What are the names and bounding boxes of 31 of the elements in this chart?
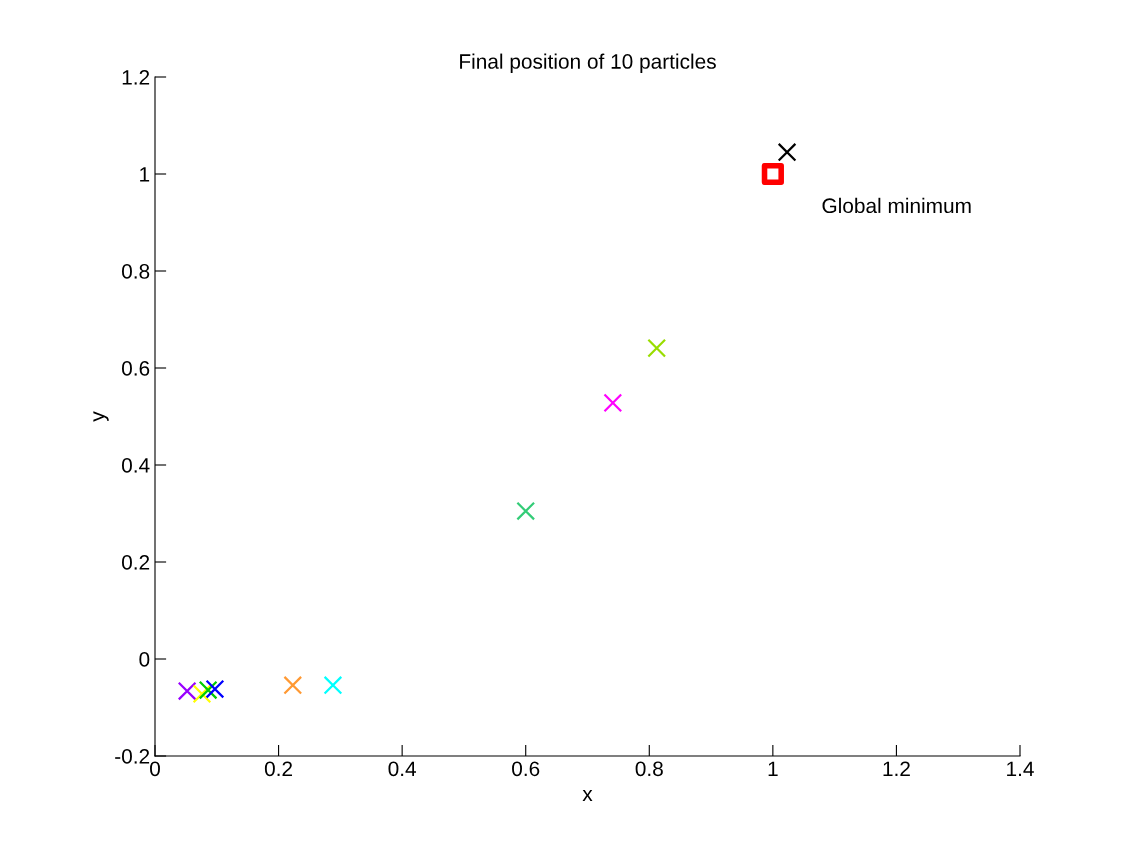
- x-tick-label: 1.4: [1007, 761, 1034, 776]
- y-tick-label: 1: [140, 167, 150, 182]
- y-tick-label: -0.2: [115, 749, 150, 764]
- point: [198, 680, 218, 700]
- x-tick-label: 1: [768, 761, 778, 776]
- point: [177, 681, 197, 701]
- point: [283, 675, 303, 695]
- y-tick-label: 0.6: [121, 361, 150, 376]
- y-tick-label: 1.2: [122, 70, 150, 85]
- x-tick-label: 0.8: [635, 761, 663, 777]
- y-tick-label: 0.4: [121, 458, 150, 473]
- point: [516, 501, 536, 521]
- y-axis-title: y: [93, 411, 109, 422]
- annotation: Global minimum: [822, 197, 971, 214]
- point: [323, 675, 343, 695]
- point: [205, 679, 225, 699]
- y-tick-label: 0: [139, 652, 150, 667]
- x-tick-label: 0.6: [512, 761, 540, 777]
- y-tick-label: 0.8: [121, 264, 150, 279]
- point: [603, 393, 623, 413]
- point: [192, 684, 212, 704]
- y-tick-label: 0.2: [121, 555, 150, 570]
- x-axis-title: x: [582, 789, 593, 801]
- x-tick-label: 0.4: [388, 761, 417, 777]
- point: [777, 142, 797, 162]
- chart-title: Final position of 10 particles: [460, 53, 716, 73]
- point: [647, 338, 667, 358]
- x-tick-label: 0: [150, 761, 160, 777]
- x-tick-label: 1.2: [883, 761, 910, 776]
- point: [761, 162, 784, 186]
- x-tick-label: 0.2: [264, 761, 293, 777]
